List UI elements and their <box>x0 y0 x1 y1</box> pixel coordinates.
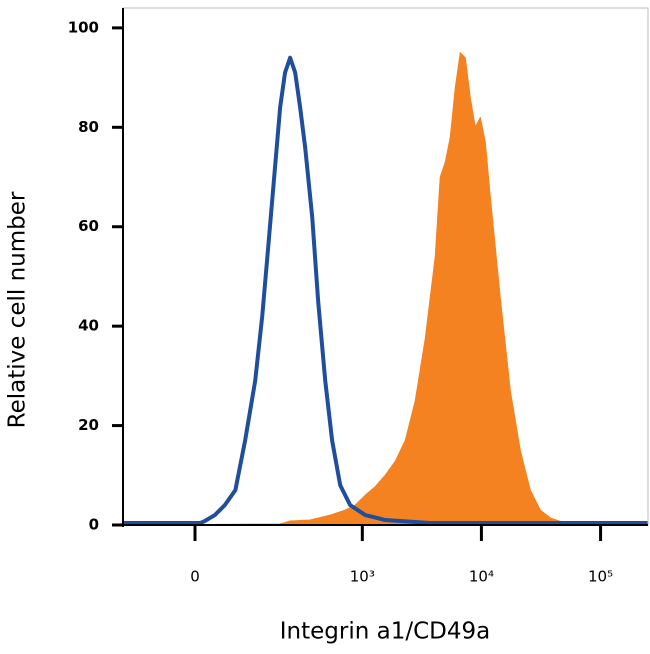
y-tick-label: 100 <box>68 18 99 36</box>
y-tick-label: 60 <box>78 217 99 235</box>
y-tick-label: 40 <box>78 317 99 335</box>
x-axis-title: Integrin a1/CD49a <box>280 619 490 645</box>
y-tick-label: 80 <box>78 118 99 136</box>
x-tick-label: 0 <box>190 568 200 586</box>
x-tick-label: 10⁴ <box>469 568 494 586</box>
plot-frame <box>122 7 649 526</box>
area <box>122 52 649 526</box>
y-axis-title: Relative cell number <box>5 191 31 428</box>
y-tick-label: 20 <box>78 416 99 434</box>
line <box>123 55 648 526</box>
x-tick-label: 10³ <box>350 568 375 586</box>
x-tick-label: 10⁵ <box>588 568 613 586</box>
plot-area <box>122 52 649 526</box>
y-tick-label: 0 <box>89 516 99 534</box>
